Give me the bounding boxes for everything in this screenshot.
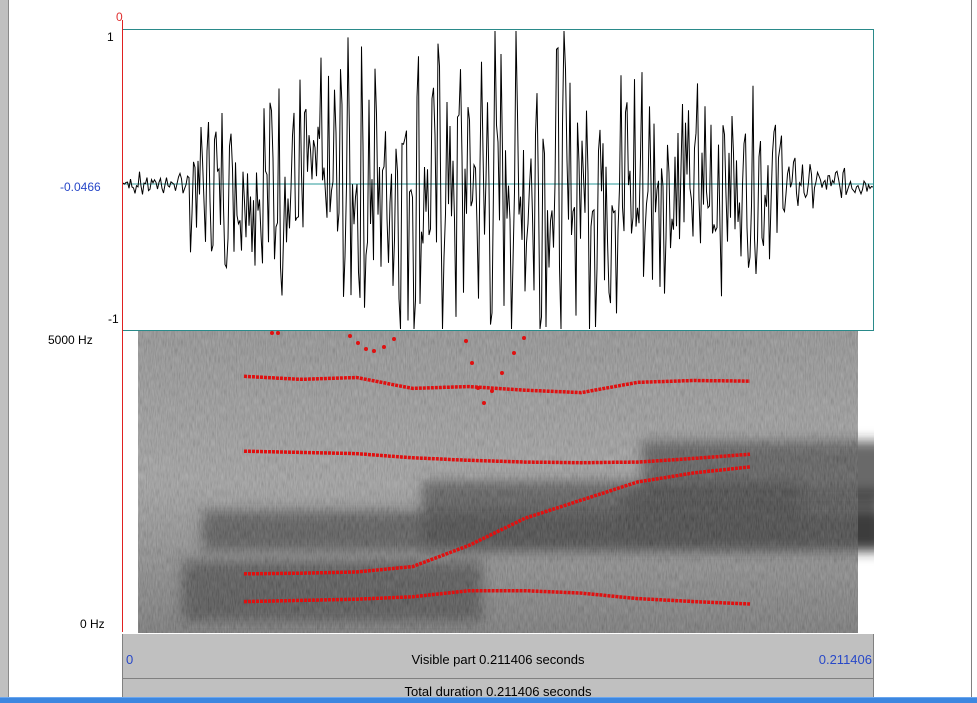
waveform-min-label: -1 <box>108 312 119 326</box>
formant-point <box>382 345 386 349</box>
formant-track-f2 <box>244 465 751 576</box>
window-left-edge <box>0 0 9 702</box>
visible-part-label: Visible part 0.211406 seconds <box>411 652 585 667</box>
formant-point <box>372 349 376 353</box>
time-end-label: 0.211406 <box>818 652 872 667</box>
waveform-panel[interactable] <box>122 29 874 331</box>
waveform-plot <box>123 30 873 330</box>
formant-point <box>522 336 526 340</box>
formant-track-f3 <box>243 449 751 465</box>
waveform-cursor-value-label: -0.0466 <box>60 180 101 194</box>
visible-part-bar[interactable]: 0 Visible part 0.211406 seconds 0.211406 <box>122 634 874 678</box>
formant-point <box>392 337 396 341</box>
formant-point <box>482 401 486 405</box>
formant-track-f1 <box>243 588 751 606</box>
formant-point <box>500 371 504 375</box>
spectrogram-min-freq-label: 0 Hz <box>80 617 105 631</box>
formant-track-f4 <box>243 374 750 395</box>
taskbar-edge <box>0 697 977 703</box>
formant-point <box>276 331 280 335</box>
cursor-time-label: 0 <box>116 10 123 24</box>
formant-point <box>490 389 494 393</box>
formant-point <box>464 339 468 343</box>
total-duration-label: Total duration 0.211406 seconds <box>404 684 592 699</box>
formant-point <box>364 347 368 351</box>
cursor-line[interactable] <box>122 20 123 632</box>
spectrogram-panel[interactable] <box>122 331 874 633</box>
spectrogram-max-freq-label: 5000 Hz <box>48 333 93 347</box>
formant-point <box>476 386 480 390</box>
formant-point <box>348 334 352 338</box>
formant-tracks <box>243 331 751 606</box>
formant-point <box>470 361 474 365</box>
spectrogram-plot <box>138 331 874 633</box>
window-right-edge <box>971 0 977 702</box>
time-start-label: 0 <box>126 652 134 667</box>
waveform-signal <box>123 30 873 330</box>
waveform-max-label: 1 <box>107 30 114 44</box>
formant-point <box>270 331 274 335</box>
formant-point <box>356 341 360 345</box>
formant-point <box>512 351 516 355</box>
